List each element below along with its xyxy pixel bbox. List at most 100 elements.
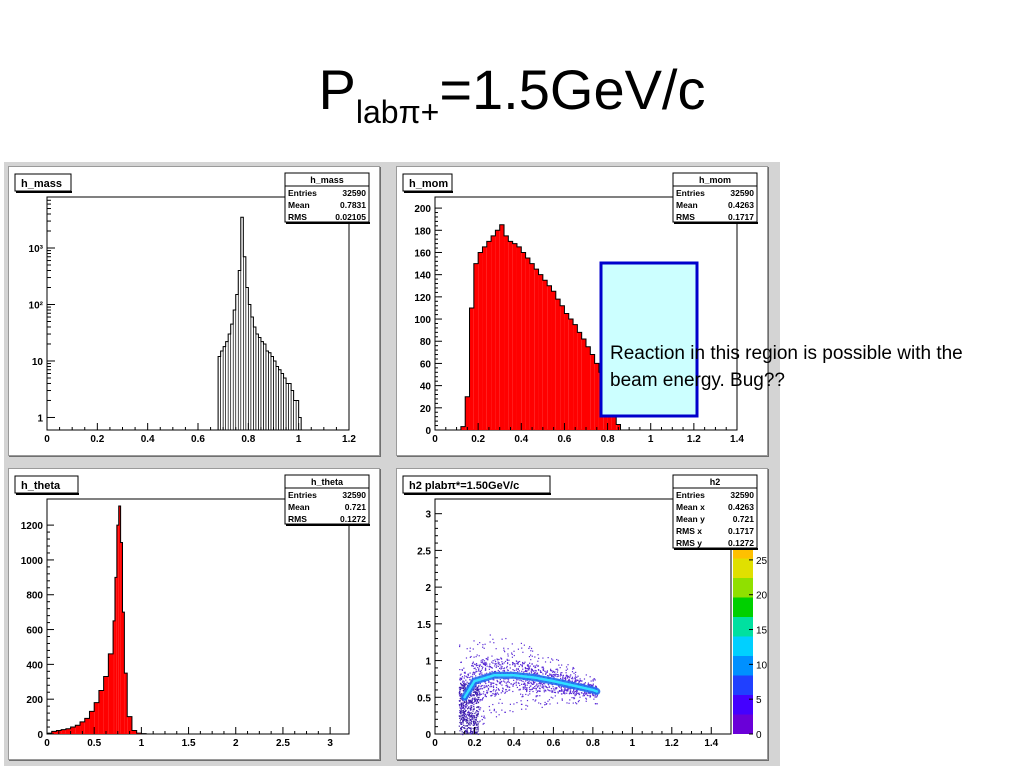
scatter-point — [540, 703, 542, 705]
scatter-point — [543, 691, 545, 693]
scatter-point — [475, 732, 477, 734]
pad-title: h_mom — [409, 178, 448, 190]
scatter-point — [491, 670, 493, 673]
scatter-point — [527, 682, 529, 684]
stats-value: 0.1717 — [728, 526, 754, 536]
scatter-point — [494, 665, 496, 667]
scatter-point — [465, 716, 467, 718]
y-tick-label: 1 — [425, 657, 431, 668]
scatter-point — [592, 680, 594, 682]
histogram-bin — [611, 398, 617, 430]
scatter-point — [548, 684, 550, 686]
scatter-point — [480, 686, 482, 688]
scatter-point — [493, 642, 495, 644]
histogram-bin — [278, 369, 282, 431]
palette-cell — [733, 597, 753, 617]
scatter-point — [493, 693, 495, 695]
x-tick-label: 2 — [233, 738, 239, 749]
scatter-point — [541, 683, 544, 686]
scatter-point — [562, 675, 564, 677]
scatter-point — [475, 711, 477, 713]
scatter-point — [461, 693, 463, 695]
z-tick-label: 15 — [756, 626, 767, 637]
scatter-point — [524, 682, 526, 685]
scatter-point — [462, 721, 464, 723]
x-tick-label: 0.6 — [557, 434, 571, 445]
scatter-point — [465, 710, 467, 712]
scatter-point — [524, 670, 526, 673]
scatter-point — [525, 693, 527, 696]
scatter-point — [506, 659, 508, 661]
scatter-point — [477, 666, 479, 669]
scatter-point — [472, 672, 474, 674]
scatter-point — [538, 687, 541, 689]
stats-value: 0.4263 — [728, 200, 754, 210]
scatter-point — [501, 661, 503, 663]
scatter-point — [481, 688, 484, 690]
scatter-point — [508, 681, 510, 684]
scatter-point — [472, 732, 474, 734]
y-tick-label: 1 — [37, 413, 43, 424]
scatter-point — [527, 664, 529, 666]
scatter-point — [561, 672, 563, 674]
scatter-point — [471, 699, 473, 702]
scatter-point — [464, 713, 467, 715]
scatter-point — [488, 666, 490, 668]
scatter-point — [522, 663, 524, 665]
scatter-point — [574, 678, 576, 680]
scatter-point — [534, 665, 536, 667]
scatter-point — [564, 687, 566, 689]
scatter-point — [506, 669, 509, 671]
scatter-point — [551, 690, 553, 692]
histogram-bin — [265, 350, 269, 431]
scatter-point — [506, 662, 509, 665]
scatter-point — [516, 701, 518, 704]
scatter-point — [477, 664, 479, 666]
scatter-point — [548, 686, 551, 688]
scatter-point — [461, 718, 463, 720]
scatter-point — [575, 689, 578, 692]
scatter-point — [558, 686, 561, 688]
scatter-point — [491, 694, 493, 696]
scatter-point — [526, 699, 529, 702]
histogram-bars — [460, 224, 621, 430]
plot-frame — [46, 498, 350, 735]
scatter-point — [528, 647, 530, 650]
scatter-point — [567, 676, 569, 678]
scatter-point — [562, 677, 564, 679]
scatter-point — [460, 677, 463, 679]
scatter-point — [463, 689, 465, 691]
scatter-point — [475, 714, 477, 716]
scatter-point — [571, 680, 573, 682]
scatter-point — [473, 698, 476, 700]
scatter-point — [483, 685, 485, 687]
x-tick-label: 0.6 — [191, 434, 205, 445]
scatter-point — [478, 706, 480, 708]
scatter-point — [500, 681, 502, 683]
scatter-point — [496, 692, 499, 694]
scatter-point — [467, 722, 469, 724]
scatter-point — [489, 709, 491, 711]
scatter-point — [544, 673, 547, 675]
scatter-point — [542, 669, 544, 671]
scatter-point — [472, 716, 474, 719]
scatter-point — [467, 682, 470, 684]
scatter-point — [470, 701, 473, 703]
scatter-point — [476, 690, 478, 692]
scatter-point — [524, 668, 527, 670]
scatter-point — [528, 666, 530, 668]
scatter-point — [516, 668, 518, 670]
scatter-point — [486, 685, 488, 687]
scatter-point — [552, 686, 554, 688]
scatter-point — [473, 691, 475, 693]
scatter-point — [530, 689, 532, 691]
scatter-point — [516, 662, 518, 664]
scatter-point — [534, 656, 536, 658]
scatter-point — [469, 656, 471, 658]
scatter-point — [559, 675, 561, 677]
scatter-point — [487, 687, 490, 690]
scatter-point — [511, 652, 513, 654]
scatter-point — [499, 679, 501, 681]
scatter-point — [550, 688, 553, 690]
histogram-bin — [512, 243, 517, 430]
